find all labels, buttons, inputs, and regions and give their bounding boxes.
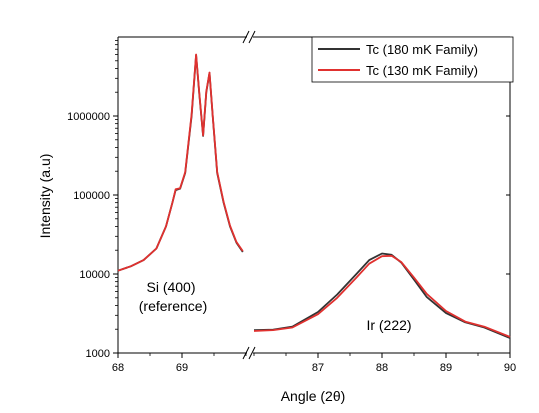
x-tick-label: 69 [176,362,188,374]
axis-break-mark-bottom-2 [248,346,256,360]
legend-label-180mk: Tc (180 mK Family) [366,42,478,57]
series-line-180mk-segment2 [253,252,511,339]
x-tick-label: 87 [312,362,324,374]
series-line-130mk-segment1 [117,53,244,272]
x-tick-label: 90 [504,362,516,374]
x-axis: 68 69 87 88 89 90 [112,353,516,374]
y-tick-label: 100000 [73,190,110,202]
y-tick-label: 1000 [86,348,110,360]
y-tick-label: 10000 [79,269,110,281]
axis-break-mark-top-2 [248,30,256,44]
y-axis: 1000 10000 100000 1000000 [67,40,510,360]
legend: Tc (180 mK Family) Tc (130 mK Family) [311,36,514,83]
x-tick-label: 88 [376,362,388,374]
series-line-130mk-segment2 [253,254,511,338]
y-tick-label: 1000000 [67,111,110,123]
legend-box [311,36,514,83]
legend-label-130mk: Tc (130 mK Family) [366,63,478,78]
annotation-ir: Ir (222) [366,317,411,333]
y-axis-label: Intensity (a.u) [37,154,53,239]
series-layer [117,53,511,339]
annotation-si-line2: (reference) [139,298,207,314]
annotation-si-line1: Si (400) [146,279,195,295]
axis-break-mark-top-1 [242,30,250,44]
series-line-180mk-segment1 [117,54,244,272]
x-tick-label: 89 [440,362,452,374]
x-axis-label: Angle (2θ) [281,388,346,404]
x-tick-label: 68 [112,362,124,374]
